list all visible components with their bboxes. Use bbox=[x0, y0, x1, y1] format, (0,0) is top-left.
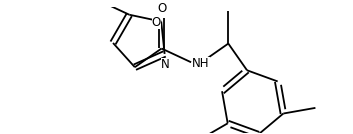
Text: O: O bbox=[151, 16, 161, 29]
Text: O: O bbox=[157, 2, 166, 15]
Text: N: N bbox=[161, 58, 170, 71]
Text: NH: NH bbox=[192, 57, 209, 70]
